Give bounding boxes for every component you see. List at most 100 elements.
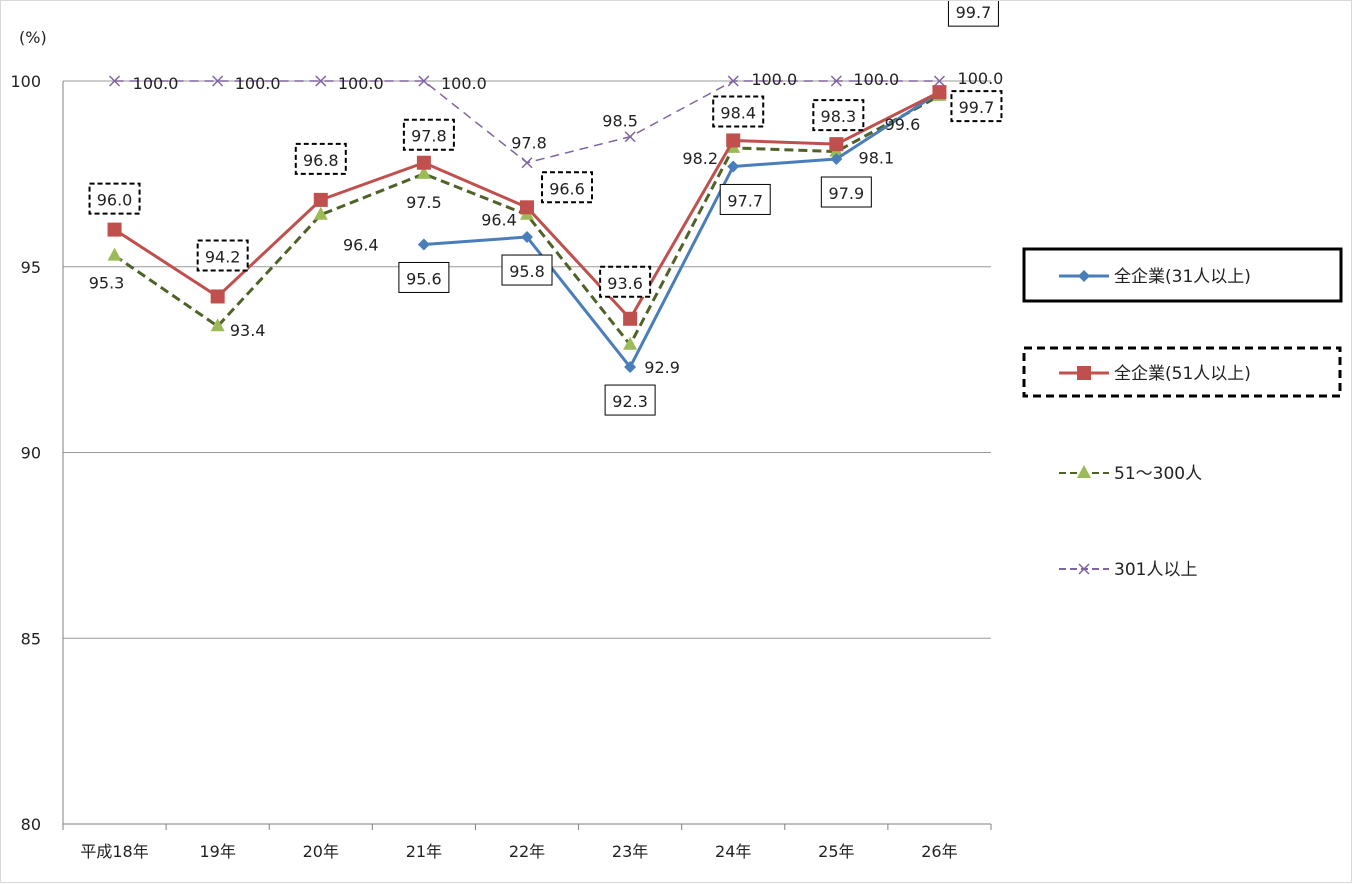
data-label-text: 97.5 bbox=[406, 193, 442, 212]
data-label: 100.0 bbox=[751, 70, 797, 89]
data-label: 92.3 bbox=[604, 384, 656, 416]
data-label-text: 100.0 bbox=[853, 70, 899, 89]
data-point-x bbox=[624, 131, 636, 143]
data-label-text: 96.4 bbox=[343, 236, 379, 255]
data-label-text: 93.6 bbox=[607, 274, 643, 293]
legend-label: 301人以上 bbox=[1114, 560, 1197, 580]
series-0 bbox=[417, 86, 946, 374]
data-label: 100.0 bbox=[133, 74, 179, 93]
data-point-square bbox=[1077, 366, 1091, 380]
data-point-square bbox=[210, 289, 225, 304]
x-stroke bbox=[830, 75, 842, 87]
data-point-diamond bbox=[1078, 270, 1090, 282]
data-point-x bbox=[521, 157, 533, 169]
data-label: 100.0 bbox=[338, 74, 384, 93]
data-point-x bbox=[315, 75, 327, 87]
series-2 bbox=[107, 87, 947, 350]
data-point-x bbox=[1078, 563, 1090, 575]
data-point-square bbox=[932, 85, 947, 100]
data-point-x bbox=[830, 75, 842, 87]
legend-entry-1: 全企業(51人以上) bbox=[1022, 346, 1342, 398]
data-label-box bbox=[398, 261, 450, 293]
series-3 bbox=[109, 75, 945, 169]
legend-label: 全企業(31人以上) bbox=[1114, 267, 1251, 287]
data-label-text: 97.7 bbox=[727, 191, 763, 210]
data-label-text: 100.0 bbox=[958, 69, 1004, 88]
y-tick-label: 90 bbox=[21, 444, 41, 463]
y-tick-label: 100 bbox=[10, 72, 41, 91]
data-label-box bbox=[820, 176, 872, 208]
data-label: 100.0 bbox=[853, 70, 899, 89]
legend: 全企業(31人以上) 全企業(51人以上) 51～300人 301人以上 bbox=[1022, 247, 1343, 580]
x-stroke bbox=[727, 75, 739, 87]
x-tick-label: 25年 bbox=[818, 842, 854, 861]
data-label-text: 93.4 bbox=[230, 321, 266, 340]
legend-box bbox=[1022, 247, 1343, 303]
data-label: 97.8 bbox=[511, 134, 547, 153]
data-label-text: 100.0 bbox=[751, 70, 797, 89]
data-label: 97.9 bbox=[820, 176, 872, 208]
data-point-x bbox=[212, 75, 224, 87]
data-label-box bbox=[501, 254, 553, 286]
x-tick-label: 19年 bbox=[199, 842, 235, 861]
data-label-text: 97.9 bbox=[829, 184, 865, 203]
data-point-diamond bbox=[417, 238, 430, 251]
data-label: 94.2 bbox=[196, 239, 249, 272]
y-tick-label: 80 bbox=[21, 815, 41, 834]
data-label: 93.6 bbox=[599, 265, 652, 298]
x-tick-label: 平成18年 bbox=[80, 842, 148, 861]
legend-entry-2: 51～300人 bbox=[1059, 464, 1202, 484]
data-label: 96.4 bbox=[343, 236, 379, 255]
data-label: 99.7 bbox=[947, 1, 999, 27]
data-label: 96.0 bbox=[88, 182, 141, 215]
y-tick-label: 85 bbox=[21, 629, 41, 648]
data-label-box bbox=[88, 182, 141, 215]
data-label-text: 95.6 bbox=[406, 269, 442, 288]
data-label-box bbox=[604, 384, 656, 416]
data-label: 97.7 bbox=[719, 183, 771, 215]
data-point-square bbox=[623, 311, 638, 326]
series-line bbox=[423, 90, 941, 369]
data-point-triangle bbox=[416, 165, 431, 179]
data-label: 98.1 bbox=[859, 149, 895, 168]
data-label-text: 100.0 bbox=[235, 74, 281, 93]
data-label: 98.4 bbox=[712, 95, 765, 128]
data-point-x bbox=[109, 75, 121, 87]
data-point-triangle bbox=[107, 247, 122, 261]
data-label: 98.2 bbox=[682, 149, 718, 168]
x-tick-label: 24年 bbox=[715, 842, 751, 861]
series-1 bbox=[107, 85, 947, 326]
series-layer bbox=[107, 75, 947, 374]
data-point-square bbox=[416, 155, 431, 170]
data-label-text: 99.7 bbox=[956, 3, 992, 22]
data-label-text: 100.0 bbox=[338, 74, 384, 93]
data-label-text: 98.2 bbox=[682, 149, 718, 168]
data-label-text: 95.8 bbox=[509, 262, 545, 281]
data-point-x bbox=[727, 75, 739, 87]
y-unit-label: (%) bbox=[19, 28, 47, 47]
data-label: 100.0 bbox=[235, 74, 281, 93]
data-label: 97.5 bbox=[406, 193, 442, 212]
data-point-triangle bbox=[313, 206, 328, 220]
legend-entry-3: 301人以上 bbox=[1059, 560, 1197, 580]
data-label-box bbox=[947, 1, 999, 27]
data-label: 95.6 bbox=[398, 261, 450, 293]
x-tick-label: 20年 bbox=[303, 842, 339, 861]
x-tick-label: 26年 bbox=[921, 842, 957, 861]
legend-entry-0: 全企業(31人以上) bbox=[1022, 247, 1343, 303]
data-label-text: 92.9 bbox=[644, 358, 680, 377]
data-label: 98.3 bbox=[812, 99, 865, 132]
data-label-box bbox=[950, 90, 1003, 123]
x-stroke bbox=[933, 75, 945, 87]
data-label-text: 100.0 bbox=[441, 74, 487, 93]
x-tick-label: 21年 bbox=[406, 842, 442, 861]
legend-box bbox=[1022, 346, 1342, 398]
data-label: 96.8 bbox=[294, 142, 347, 175]
data-label: 95.3 bbox=[89, 274, 125, 293]
data-point-triangle bbox=[623, 336, 638, 350]
data-label-box bbox=[541, 171, 593, 204]
data-label: 96.4 bbox=[481, 211, 517, 230]
data-label-text: 98.5 bbox=[602, 112, 638, 131]
x-stroke bbox=[521, 157, 533, 169]
